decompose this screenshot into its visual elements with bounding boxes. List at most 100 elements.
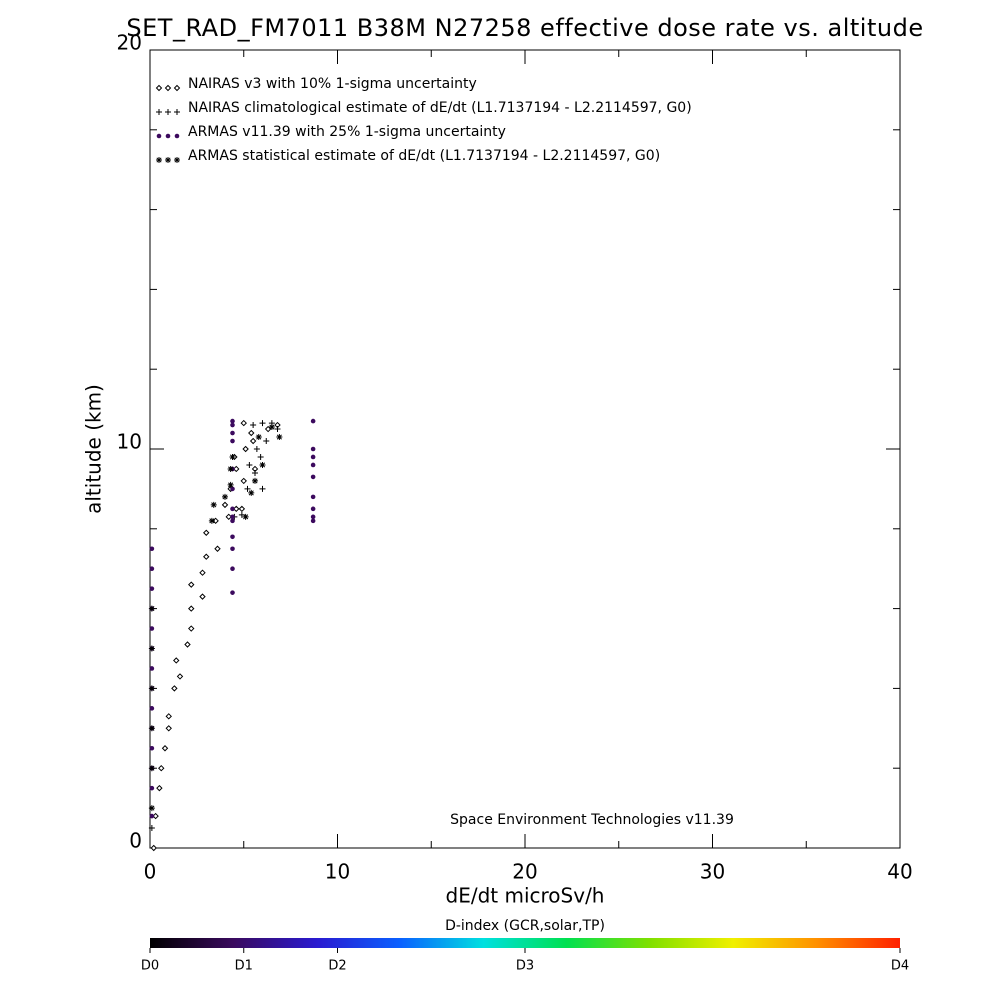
- colorbar-title: D-index (GCR,solar,TP): [445, 918, 605, 934]
- diamond-point: [161, 745, 169, 752]
- y-axis-label: altitude (km): [82, 384, 106, 514]
- diamond-point: [199, 593, 206, 600]
- asterisk-point: [148, 805, 155, 812]
- plus-point: [148, 825, 155, 832]
- legend-marker: [174, 157, 180, 163]
- asterisk-point: [148, 725, 155, 732]
- asterisk-point: [208, 517, 215, 524]
- plus-point: [274, 426, 281, 433]
- dot-point: [149, 566, 155, 571]
- legend-marker: [174, 109, 180, 115]
- dot-point: [310, 506, 316, 512]
- diamond-point: [165, 725, 172, 732]
- diamond-point: [171, 685, 178, 692]
- diamond-point: [188, 625, 195, 632]
- legend-marker: [156, 133, 162, 139]
- x-tick-label: 10: [325, 860, 350, 884]
- plot-frame: [149, 49, 901, 849]
- colorbar: [150, 938, 900, 948]
- asterisk-point: [259, 461, 266, 468]
- dot-point: [149, 745, 155, 751]
- legend-marker: [165, 133, 171, 139]
- x-axis-label: dE/dt microSv/h: [446, 884, 605, 908]
- asterisk-point: [148, 605, 155, 612]
- dot-point: [310, 474, 316, 480]
- plus-point: [244, 485, 251, 492]
- diamond-point: [165, 713, 172, 720]
- dot-point: [310, 454, 316, 460]
- diamond-point: [203, 529, 210, 536]
- x-tick-label: 0: [144, 860, 157, 884]
- dot-point: [149, 813, 155, 819]
- y-tick-label: 20: [117, 31, 142, 55]
- asterisk-point: [255, 434, 262, 441]
- colorbar-tick-label: D1: [235, 959, 253, 974]
- asterisk-point: [227, 481, 234, 488]
- colorbar-tick-label: D3: [516, 959, 534, 974]
- plus-point: [259, 420, 266, 427]
- y-tick-label: 0: [129, 829, 142, 853]
- chart-title: SET_RAD_FM7011 B38M N27258 effective dos…: [126, 14, 923, 42]
- dot-point: [230, 590, 235, 595]
- diamond-point: [156, 784, 163, 792]
- diamond-point: [240, 477, 247, 485]
- dot-point: [230, 506, 235, 512]
- dot-point: [310, 518, 316, 524]
- diamond-point: [214, 545, 221, 552]
- plus-point: [259, 485, 266, 492]
- colorbar-tick-label: D4: [891, 959, 909, 974]
- y-tick-label: 10: [117, 430, 142, 454]
- dot-point: [230, 514, 235, 520]
- diamond-point: [221, 501, 229, 509]
- diamond-point: [248, 429, 255, 437]
- dot-point: [149, 666, 155, 671]
- dot-point: [230, 486, 235, 492]
- asterisk-point: [210, 501, 217, 508]
- diamond-point: [203, 553, 210, 560]
- diamond-point: [176, 673, 184, 680]
- asterisk-point: [222, 493, 228, 500]
- asterisk-point: [242, 513, 249, 520]
- legend-marker: [165, 109, 171, 115]
- legend-label: ARMAS statistical estimate of dE/dt (L1.…: [188, 148, 660, 164]
- dot-point: [149, 706, 155, 711]
- dot-point: [310, 514, 316, 520]
- diamond-point: [212, 517, 219, 525]
- plus-point: [263, 438, 270, 445]
- diamond-point: [173, 657, 180, 664]
- annotation: Space Environment Technologies v11.39: [450, 812, 734, 828]
- diamond-point: [188, 605, 195, 612]
- legend-label: NAIRAS v3 with 10% 1-sigma uncertainty: [188, 76, 477, 92]
- dot-point: [149, 785, 155, 791]
- asterisk-point: [229, 453, 236, 460]
- dot-point: [230, 518, 235, 524]
- dot-point: [230, 438, 235, 444]
- plus-point: [252, 469, 258, 476]
- plus-point: [257, 453, 264, 460]
- diamond-point: [184, 641, 191, 648]
- diamond-point: [240, 419, 247, 427]
- asterisk-point: [227, 465, 234, 472]
- diamond-point: [238, 505, 246, 513]
- asterisk-point: [148, 685, 155, 692]
- x-tick-label: 30: [700, 860, 725, 884]
- dot-point: [230, 566, 235, 571]
- legend-marker: [164, 84, 172, 92]
- asterisk-point: [276, 434, 283, 441]
- dot-point: [310, 494, 316, 500]
- plus-point: [253, 446, 260, 452]
- diamond-point: [249, 437, 257, 445]
- asterisk-point: [148, 765, 155, 772]
- asterisk-point: [268, 424, 275, 431]
- diamond-point: [158, 764, 165, 772]
- legend-marker: [173, 84, 181, 92]
- x-tick-label: 40: [887, 860, 912, 884]
- dot-point: [149, 546, 155, 552]
- diamond-point: [264, 425, 272, 433]
- legend-label: NAIRAS climatological estimate of dE/dt …: [188, 100, 692, 116]
- legend-label: ARMAS v11.39 with 25% 1-sigma uncertaint…: [188, 124, 506, 140]
- dot-point: [310, 446, 316, 452]
- legend-marker: [156, 109, 162, 115]
- diamond-point: [150, 844, 157, 852]
